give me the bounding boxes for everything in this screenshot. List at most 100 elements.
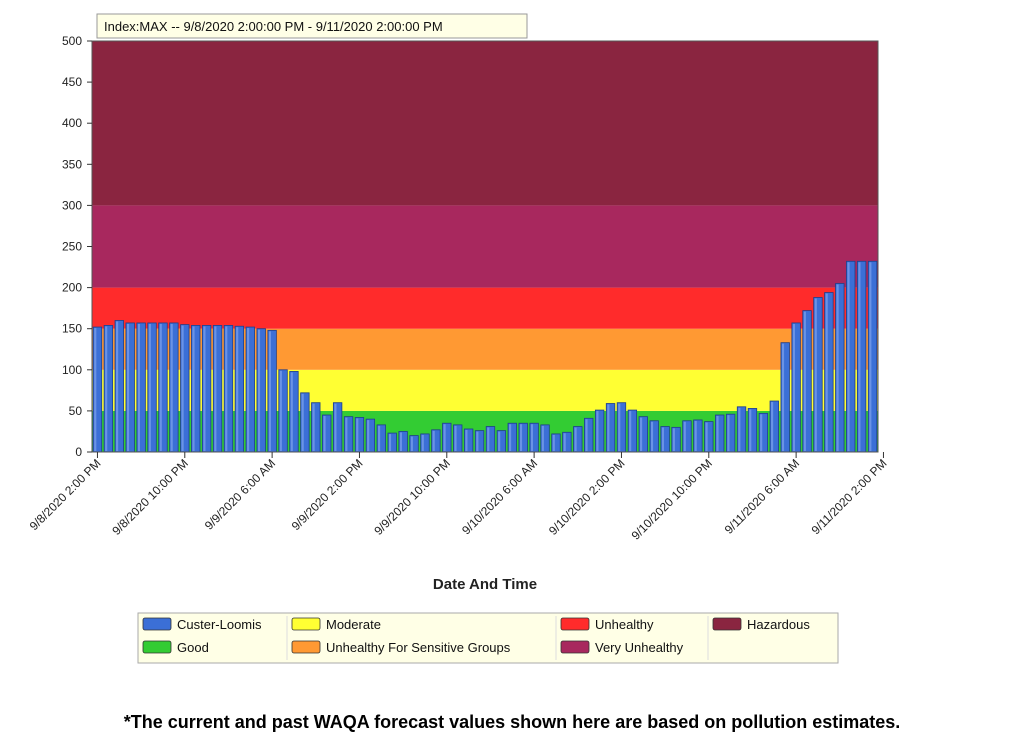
x-tick-label: 9/10/2020 6:00 AM <box>459 456 540 537</box>
bar-highlight <box>509 424 512 451</box>
y-tick-label: 500 <box>62 34 82 48</box>
bar-highlight <box>672 428 675 451</box>
bar-highlight <box>760 414 763 451</box>
bar-highlight <box>137 323 140 451</box>
band-hazardous <box>92 41 878 206</box>
legend-label: Custer-Loomis <box>177 617 262 632</box>
bar-highlight <box>454 425 457 451</box>
bar-highlight <box>159 323 162 451</box>
bar-highlight <box>214 326 217 451</box>
bar-highlight <box>727 415 730 451</box>
footnote: *The current and past WAQA forecast valu… <box>123 712 901 732</box>
legend-swatch <box>291 640 321 654</box>
bar-highlight <box>116 321 119 451</box>
bar-highlight <box>738 407 741 451</box>
bar-highlight <box>487 427 490 451</box>
bar-highlight <box>694 420 697 451</box>
y-tick-label: 350 <box>62 157 82 171</box>
bar-highlight <box>345 417 348 451</box>
bar-highlight <box>257 329 261 451</box>
bar-highlight <box>476 431 479 451</box>
legend-label: Very Unhealthy <box>595 640 684 655</box>
bar-highlight <box>771 402 774 451</box>
bar-highlight <box>629 411 632 451</box>
bar-highlight <box>596 411 599 451</box>
bar-highlight <box>661 427 664 451</box>
bar-highlight <box>301 393 304 451</box>
x-axis-title: Date And Time <box>433 576 537 593</box>
bar-highlight <box>312 403 315 451</box>
bar-highlight <box>618 403 621 451</box>
bar-highlight <box>268 331 271 451</box>
x-tick-label: 9/8/2020 2:00 PM <box>27 456 104 533</box>
bar-highlight <box>236 327 239 451</box>
bar-highlight <box>847 262 850 451</box>
bar-highlight <box>814 298 817 451</box>
bar-highlight <box>279 370 282 451</box>
aqi-category-bands <box>92 41 878 452</box>
date-range-label-box: Index:MAX -- 9/8/2020 2:00:00 PM - 9/11/… <box>96 13 528 39</box>
bar-highlight <box>443 424 446 451</box>
bar-highlight <box>640 417 643 451</box>
y-tick-label: 0 <box>75 445 82 459</box>
x-tick-label: 9/9/2020 2:00 PM <box>289 456 366 533</box>
x-tick-label: 9/10/2020 2:00 PM <box>546 456 628 538</box>
band-unhealthy <box>92 287 878 329</box>
aqi-bars <box>92 260 878 453</box>
bar-highlight <box>126 323 130 451</box>
bar-highlight <box>858 262 861 451</box>
y-tick-label: 450 <box>62 75 82 89</box>
bar-highlight <box>781 343 785 451</box>
bar-highlight <box>792 323 795 451</box>
band-good <box>92 410 878 452</box>
x-tick-label: 9/9/2020 6:00 AM <box>202 456 278 532</box>
bar-highlight <box>410 436 413 451</box>
bar-highlight <box>203 326 206 451</box>
bar-highlight <box>94 328 97 451</box>
legend-label: Hazardous <box>747 617 810 632</box>
bar-highlight <box>803 311 806 451</box>
bar-highlight <box>716 416 719 451</box>
bar-highlight <box>421 434 424 451</box>
x-tick-label: 9/11/2020 2:00 PM <box>809 456 890 537</box>
x-tick-label: 9/10/2020 10:00 PM <box>629 456 715 542</box>
bar-highlight <box>367 420 370 451</box>
bar-highlight <box>356 418 359 451</box>
bar-highlight <box>705 422 708 451</box>
legend-swatch <box>712 617 742 631</box>
bar-highlight <box>323 416 326 451</box>
bar-highlight <box>192 326 195 451</box>
bar-highlight <box>148 323 151 451</box>
bar-highlight <box>388 434 392 451</box>
x-tick-label: 9/9/2020 10:00 PM <box>371 456 453 538</box>
bar-highlight <box>290 372 293 451</box>
legend-swatch <box>142 640 172 654</box>
x-tick-label: 9/11/2020 6:00 AM <box>722 456 803 537</box>
bar-highlight <box>650 421 654 451</box>
legend-label: Good <box>177 640 209 655</box>
bar-highlight <box>432 430 435 451</box>
legend-swatch <box>560 640 590 654</box>
bar-highlight <box>519 424 523 451</box>
bar-highlight <box>683 421 686 451</box>
bar-highlight <box>378 425 381 451</box>
x-tick-label: 9/8/2020 10:00 PM <box>109 456 191 538</box>
bar-highlight <box>869 262 872 451</box>
y-tick-label: 250 <box>62 240 82 254</box>
bar-highlight <box>334 403 337 451</box>
y-tick-label: 150 <box>62 322 82 336</box>
bar-highlight <box>541 425 544 451</box>
bar-highlight <box>247 328 250 451</box>
bar-highlight <box>181 325 184 451</box>
bar-highlight <box>607 404 610 451</box>
legend-label: Unhealthy For Sensitive Groups <box>326 640 511 655</box>
legend-label: Unhealthy <box>595 617 654 632</box>
legend: Custer-Loomis Good Moderate Unhealthy For S… <box>137 612 839 664</box>
legend-swatch <box>560 617 590 631</box>
y-tick-label: 200 <box>62 281 82 295</box>
bar-highlight <box>105 326 108 451</box>
legend-label: Moderate <box>326 617 381 632</box>
bar-highlight <box>399 432 402 451</box>
bar-highlight <box>836 284 839 451</box>
bar-highlight <box>552 434 555 451</box>
